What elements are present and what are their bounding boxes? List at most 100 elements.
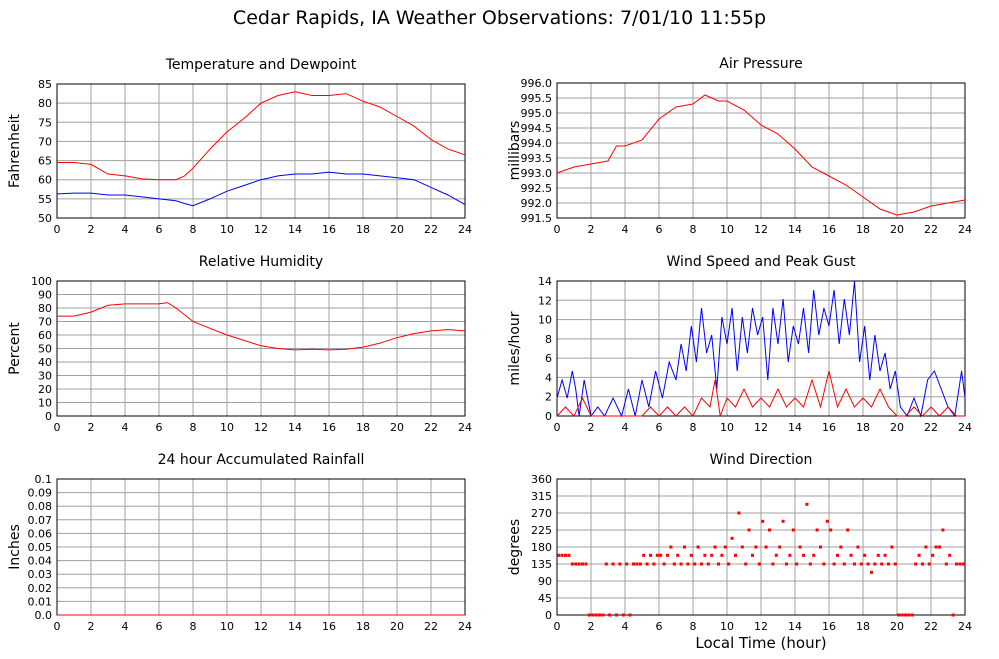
data-point: [649, 553, 652, 557]
y-tick-label: 993.5: [521, 152, 553, 165]
x-tick-label: 6: [156, 421, 163, 434]
chart-winddir: 0 2 4 6 8 10 12 14 16 18 20 22 240459013518022527031…: [507, 452, 972, 633]
chart-title: Temperature and Dewpoint: [165, 57, 357, 73]
series-line: [556, 280, 966, 418]
x-tick-label: 22: [424, 223, 438, 236]
x-tick-label: 6: [156, 223, 163, 236]
chart-title: Wind Speed and Peak Gust: [667, 254, 856, 270]
data-point: [785, 562, 788, 566]
x-axis-title: Local Time (hour): [695, 634, 827, 652]
plot-frame: [56, 280, 466, 417]
data-point: [604, 562, 608, 566]
data-point: [924, 545, 928, 549]
series-line: [57, 91, 466, 181]
data-point: [601, 613, 605, 617]
y-tick-label: 360: [531, 473, 552, 486]
y-axis-label: Fahrenheit: [7, 113, 23, 188]
y-tick-label: 90: [38, 289, 52, 302]
data-point: [853, 562, 856, 566]
data-point: [768, 528, 771, 532]
data-point: [754, 545, 758, 549]
data-point: [914, 562, 918, 566]
y-tick-label: 0.09: [28, 487, 53, 500]
data-point: [686, 562, 690, 566]
y-tick-label: 0.02: [28, 582, 53, 595]
data-point: [625, 562, 629, 566]
chart-title: 24 hour Accumulated Rainfall: [158, 452, 365, 468]
y-tick-label: 4: [545, 371, 552, 384]
y-tick-label: 2: [545, 391, 552, 404]
x-tick-label: 20: [890, 620, 904, 633]
x-tick-label: 12: [254, 223, 268, 236]
x-tick-label: 12: [754, 223, 768, 236]
data-point: [893, 562, 897, 566]
data-point: [815, 528, 819, 532]
data-point: [958, 562, 962, 566]
data-point: [904, 613, 907, 617]
x-tick-label: 18: [856, 223, 870, 236]
x-tick-label: 24: [958, 421, 972, 434]
data-point: [584, 562, 588, 566]
x-tick-label: 10: [720, 421, 734, 434]
data-point: [638, 562, 642, 566]
y-tick-label: 20: [38, 383, 52, 396]
y-tick-label: 315: [531, 490, 552, 503]
data-point: [808, 562, 812, 566]
y-tick-label: 30: [38, 370, 52, 383]
data-point: [941, 528, 945, 532]
x-tick-label: 2: [588, 620, 595, 633]
plot-frame: [556, 82, 966, 219]
chart-rain: 0 2 4 6 8 10 12 14 16 18 20 22 240.00.010.020.030.04…: [7, 452, 472, 633]
data-point: [659, 553, 663, 557]
data-point: [727, 562, 731, 566]
data-point: [938, 545, 941, 549]
y-tick-label: 0: [545, 410, 552, 423]
chart-humidity: 0 2 4 6 8 10 12 14 16 18 20 22 240102030405060708090…: [7, 254, 472, 434]
data-point: [689, 553, 693, 557]
y-tick-label: 994.0: [521, 137, 553, 150]
y-axis-label: degrees: [507, 519, 523, 575]
x-tick-label: 14: [288, 223, 302, 236]
data-point: [696, 545, 700, 549]
data-point: [873, 562, 877, 566]
chart-pressure: 0 2 4 6 8 10 12 14 16 18 20 22 24991.5992.0992.5993.…: [507, 56, 972, 236]
series-line: [56, 171, 466, 207]
y-tick-label: 45: [538, 592, 552, 605]
x-tick-label: 22: [924, 620, 938, 633]
y-tick-label: 992.5: [521, 182, 553, 195]
x-tick-label: 6: [656, 223, 663, 236]
x-tick-label: 10: [220, 223, 234, 236]
data-point: [825, 519, 829, 523]
data-point: [574, 562, 578, 566]
data-point: [587, 613, 591, 617]
x-tick-label: 2: [88, 223, 95, 236]
data-point: [700, 562, 703, 566]
data-point: [672, 562, 676, 566]
data-point: [713, 545, 717, 549]
data-point: [740, 545, 744, 549]
data-point: [621, 613, 625, 617]
data-point: [880, 562, 884, 566]
data-point: [910, 613, 914, 617]
data-point: [557, 553, 561, 557]
y-tick-label: 992.0: [521, 197, 553, 210]
plot-frame: [556, 280, 966, 417]
x-tick-label: 20: [390, 620, 404, 633]
data-point: [870, 570, 873, 574]
data-point: [907, 613, 911, 617]
data-point: [778, 545, 782, 549]
x-tick-label: 2: [588, 421, 595, 434]
y-tick-label: 0.01: [28, 595, 53, 608]
data-point: [805, 502, 809, 506]
x-tick-label: 2: [88, 620, 95, 633]
data-point: [598, 613, 601, 617]
y-tick-label: 0.04: [28, 555, 53, 568]
x-tick-label: 20: [390, 421, 404, 434]
data-point: [856, 545, 860, 549]
plot-frame: [556, 478, 966, 616]
data-point: [628, 613, 632, 617]
x-tick-label: 10: [220, 620, 234, 633]
data-point: [683, 545, 686, 549]
data-point: [747, 528, 751, 532]
data-point: [842, 562, 846, 566]
